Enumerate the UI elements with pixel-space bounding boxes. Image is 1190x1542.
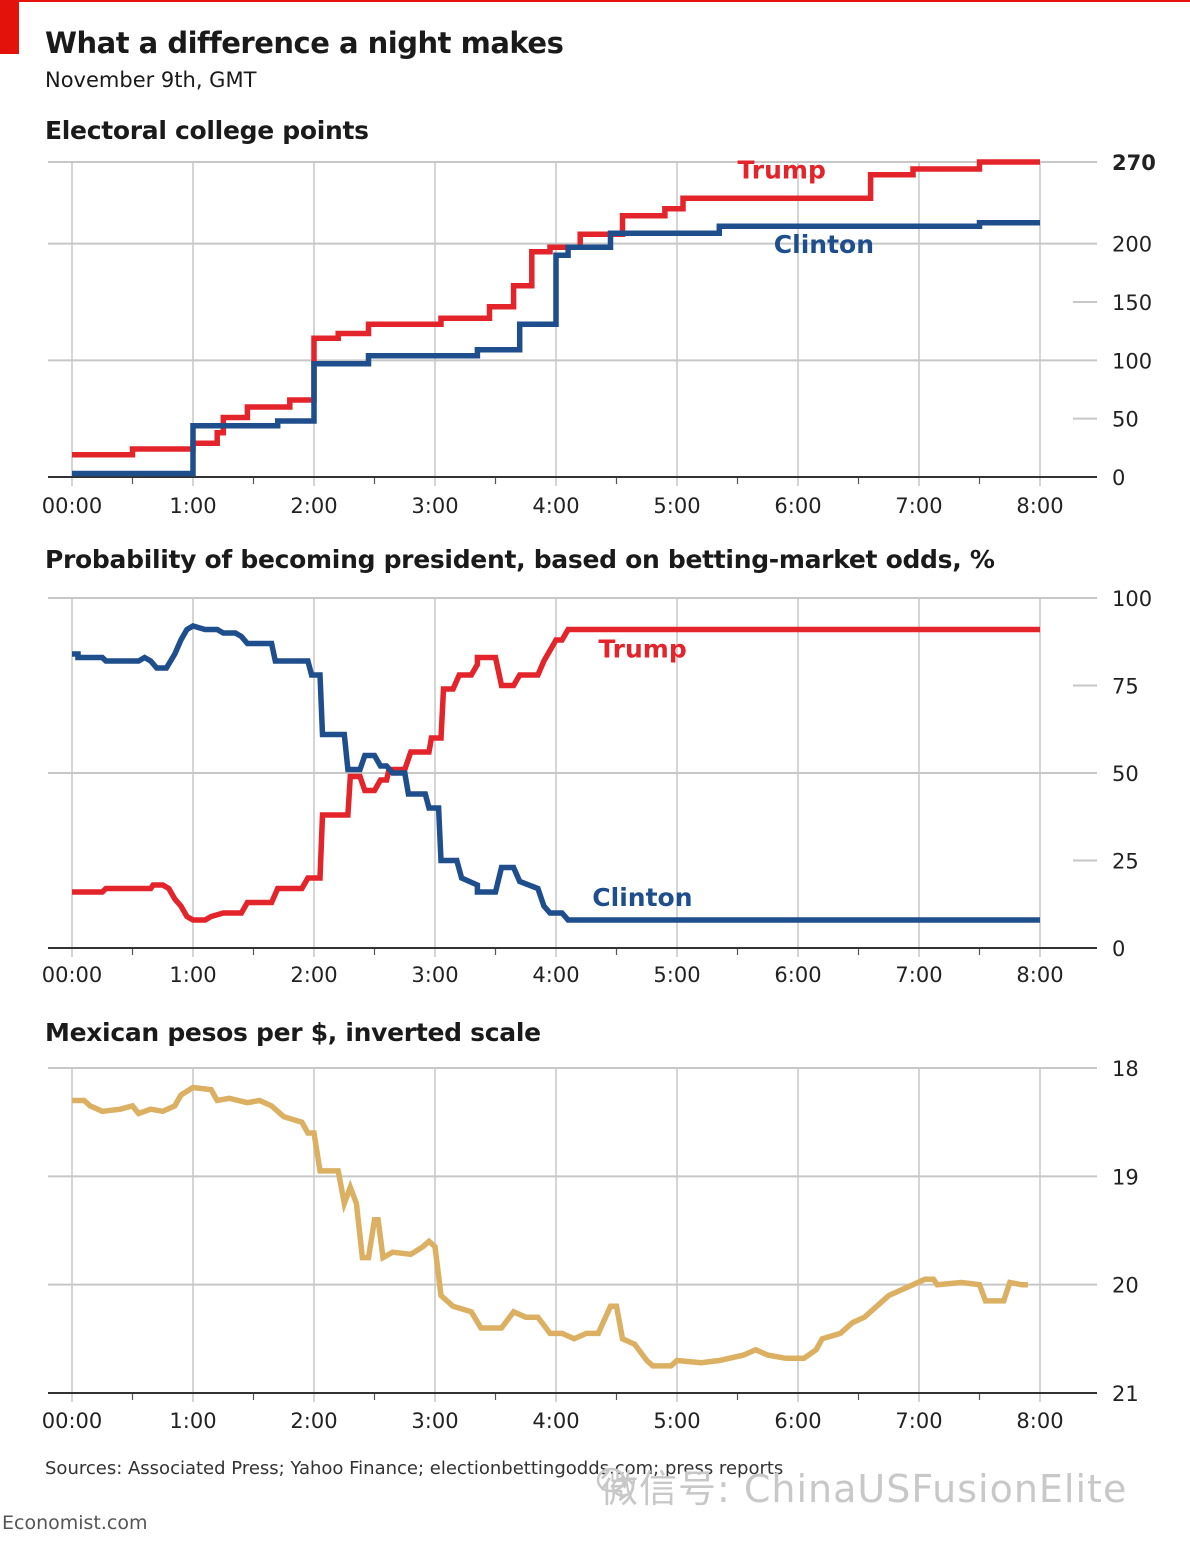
watermark-text: 微信号: ChinaUSFusionElite (600, 1467, 1128, 1511)
trump-series-label: Trump (738, 155, 826, 184)
x-tick-label: 5:00 (653, 1409, 700, 1433)
clinton-series-label: Clinton (592, 883, 692, 912)
y-tick-label: 100 (1112, 587, 1152, 611)
clinton-series-label: Clinton (774, 230, 874, 259)
x-tick-label: 00:00 (42, 494, 103, 518)
peso-series-line (72, 1084, 1028, 1369)
chart-1-title: Electoral college points (45, 116, 369, 145)
x-tick-label: 8:00 (1016, 1409, 1063, 1433)
trump-series-line (72, 159, 1040, 458)
electoral-college-chart: 00:00 1:00 2:00 3:00 4:00 5:00 6:00 7:00 8:00 0 50… (42, 151, 1156, 518)
y-tick-label: 18 (1112, 1057, 1139, 1081)
x-tick-label: 6:00 (774, 494, 821, 518)
x-tick-label: 7:00 (895, 1409, 942, 1433)
x-tick-label: 6:00 (774, 1409, 821, 1433)
y-tick-label: 0 (1112, 937, 1125, 961)
clinton-series-line (72, 219, 1040, 477)
y-tick-label: 19 (1112, 1165, 1139, 1189)
x-tick-label: 1:00 (169, 494, 216, 518)
y-tick-label: 21 (1112, 1382, 1139, 1406)
y-tick-label: 50 (1112, 408, 1139, 432)
top-rule (0, 0, 1190, 2)
y-tick-label: 150 (1112, 291, 1152, 315)
chart-2-title: Probability of becoming president, based… (45, 545, 995, 574)
x-tick-label: 3:00 (411, 494, 458, 518)
clinton-series-line (72, 623, 1040, 923)
wechat-icon (596, 1467, 635, 1497)
y-tick-label: 50 (1112, 762, 1139, 786)
x-tick-label: 2:00 (290, 494, 337, 518)
y-tick-label: 270 (1112, 151, 1156, 175)
peso-chart: 00:00 1:00 2:00 3:00 4:00 5:00 6:00 7:00 8:00 18 1… (42, 1057, 1139, 1433)
chart-3-title: Mexican pesos per $, inverted scale (45, 1018, 541, 1047)
x-tick-label: 1:00 (169, 963, 216, 987)
x-tick-label: 5:00 (653, 963, 700, 987)
trump-series-label: Trump (598, 635, 686, 664)
x-tick-label: 00:00 (42, 963, 103, 987)
trump-series-line (72, 626, 1040, 923)
y-tick-label: 20 (1112, 1274, 1139, 1298)
probability-chart: 00:00 1:00 2:00 3:00 4:00 5:00 6:00 7:00 8:00 0 25… (42, 587, 1152, 987)
x-tick-label: 6:00 (774, 963, 821, 987)
x-tick-label: 4:00 (532, 494, 579, 518)
x-tick-label: 1:00 (169, 1409, 216, 1433)
x-tick-label: 8:00 (1016, 963, 1063, 987)
x-tick-label: 00:00 (42, 1409, 103, 1433)
economist-red-tag (0, 0, 19, 54)
x-tick-label: 3:00 (411, 963, 458, 987)
y-tick-label: 200 (1112, 233, 1152, 257)
y-tick-label: 100 (1112, 349, 1152, 373)
x-tick-label: 2:00 (290, 963, 337, 987)
brand-credit: Economist.com (2, 1512, 148, 1534)
page-subtitle: November 9th, GMT (45, 68, 257, 92)
y-tick-label: 25 (1112, 850, 1139, 874)
x-tick-label: 4:00 (532, 1409, 579, 1433)
x-tick-label: 3:00 (411, 1409, 458, 1433)
x-tick-label: 5:00 (653, 494, 700, 518)
y-tick-label: 75 (1112, 675, 1139, 699)
x-tick-label: 7:00 (895, 494, 942, 518)
x-tick-label: 8:00 (1016, 494, 1063, 518)
page-title: What a difference a night makes (45, 26, 564, 60)
x-tick-label: 4:00 (532, 963, 579, 987)
y-tick-label: 0 (1112, 466, 1125, 490)
x-tick-label: 7:00 (895, 963, 942, 987)
x-tick-label: 2:00 (290, 1409, 337, 1433)
